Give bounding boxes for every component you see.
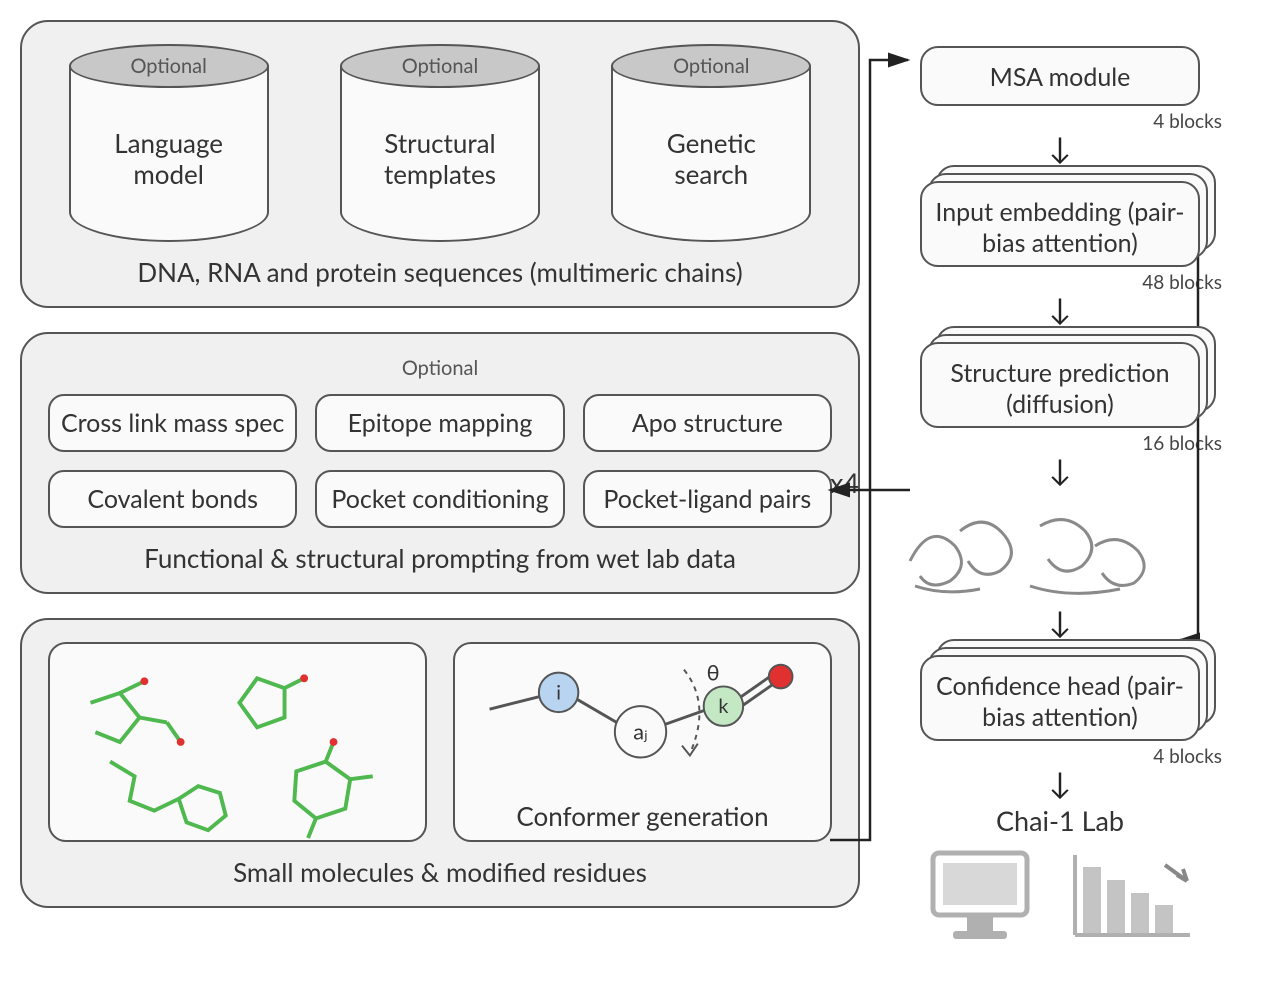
box-pocket-cond: Pocket conditioning: [315, 470, 564, 528]
conformer-box: θ i aⱼ k Conformer generation: [453, 642, 832, 842]
svg-text:aⱼ: aⱼ: [633, 719, 648, 745]
svg-text:θ: θ: [707, 660, 720, 686]
output-label: Chai-1 Lab: [890, 804, 1230, 837]
optional-badge: Optional: [673, 54, 749, 78]
arrow-down-icon: ↓: [890, 607, 1230, 637]
svg-text:k: k: [718, 695, 728, 718]
lab-icons: [890, 845, 1230, 945]
pipeline-column: x4 MSA module 4 blocks ↓ Input embedding…: [890, 20, 1230, 945]
molecules-illustration: [48, 642, 427, 842]
conformer-label: Conformer generation: [516, 800, 768, 832]
inputs-column: Language model Optional Structural templ…: [20, 20, 860, 945]
module-input-embedding: Input embedding (pair-bias attention): [920, 165, 1200, 267]
optional-badge: Optional: [402, 54, 478, 78]
box-pocket-ligand: Pocket-ligand pairs: [583, 470, 832, 528]
cylinder-language-model: Language model Optional: [69, 44, 269, 242]
module-msa: MSA module: [920, 30, 1200, 106]
optional-badge: Optional: [130, 54, 206, 78]
monitor-icon: [925, 845, 1035, 945]
svg-text:i: i: [556, 681, 561, 704]
module-card: Input embedding (pair-bias attention): [920, 181, 1200, 267]
cylinder-genetic-search: Genetic search Optional: [611, 44, 811, 242]
protein-illustration: [890, 491, 1230, 601]
cylinder-label: Genetic search: [631, 128, 791, 190]
arrow-down-icon: ↓: [890, 133, 1230, 163]
panel1-title: DNA, RNA and protein sequences (multimer…: [48, 256, 832, 288]
module-confidence-head: Confidence head (pair-bias attention): [920, 639, 1200, 741]
box-apo: Apo structure: [583, 394, 832, 452]
panel2-title: Functional & structural prompting from w…: [48, 542, 832, 574]
cylinder-label: Language model: [89, 128, 249, 190]
panel-sequences: Language model Optional Structural templ…: [20, 20, 860, 308]
module-card: Confidence head (pair-bias attention): [920, 655, 1200, 741]
module-card: Structure prediction (diffusion): [920, 342, 1200, 428]
arrow-down-icon: ↓: [890, 455, 1230, 485]
optional-label: Optional: [48, 356, 832, 380]
arrow-down-icon: ↓: [890, 294, 1230, 324]
box-cross-link: Cross link mass spec: [48, 394, 297, 452]
cylinder-label: Structural templates: [360, 128, 520, 190]
box-covalent: Covalent bonds: [48, 470, 297, 528]
bar-chart-icon: [1065, 845, 1195, 945]
module-card: MSA module: [920, 46, 1200, 106]
panel-prompting: Optional Cross link mass spec Epitope ma…: [20, 332, 860, 594]
recycle-annotation: x4: [830, 466, 859, 499]
panel3-title: Small molecules & modified residues: [48, 856, 832, 888]
arrow-down-icon: ↓: [890, 768, 1230, 798]
module-structure-prediction: Structure prediction (diffusion): [920, 326, 1200, 428]
panel-small-molecules: θ i aⱼ k Conformer generation Small mole…: [20, 618, 860, 908]
box-epitope: Epitope mapping: [315, 394, 564, 452]
cylinder-structural-templates: Structural templates Optional: [340, 44, 540, 242]
